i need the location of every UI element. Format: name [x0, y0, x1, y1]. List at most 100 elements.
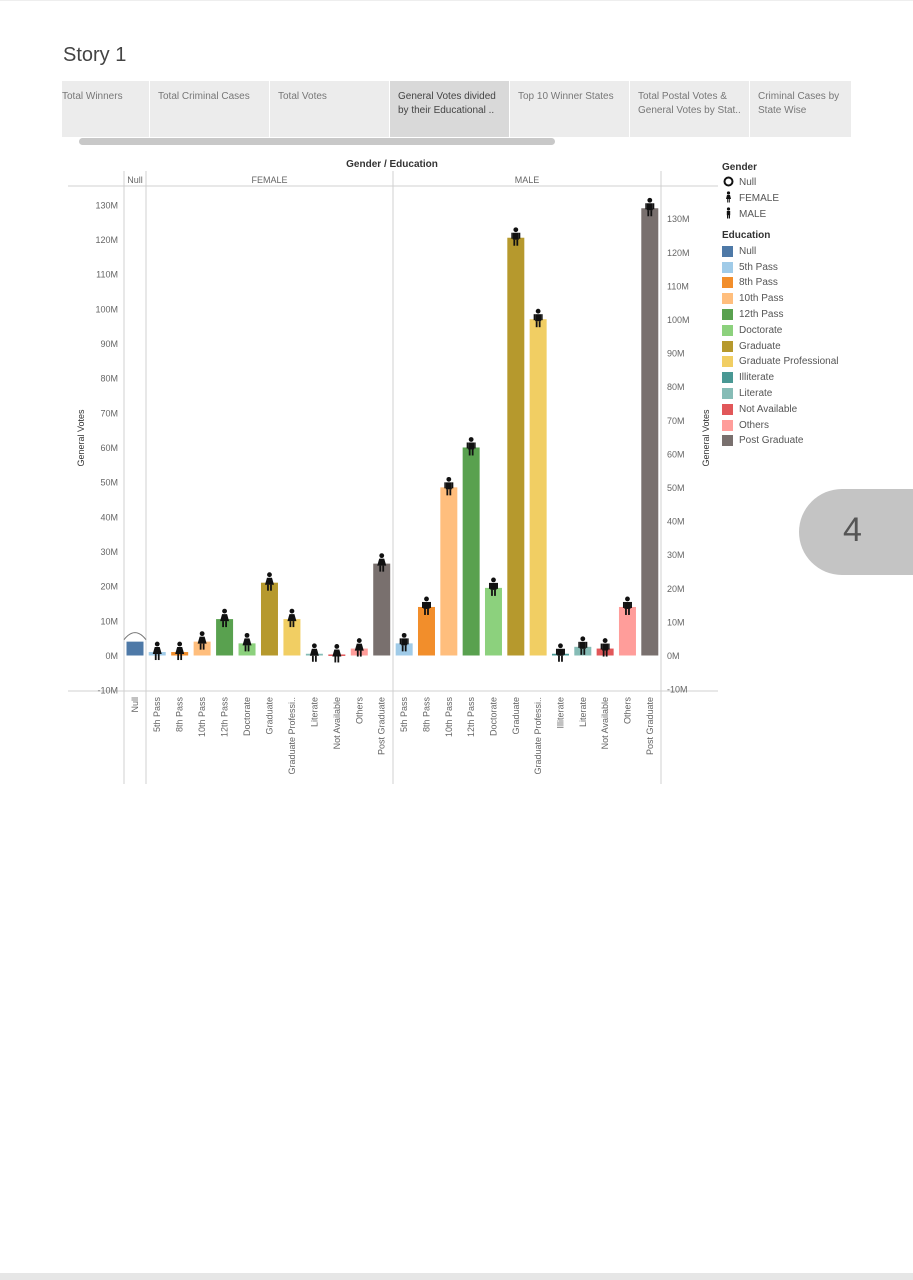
tab-total-criminal-cases[interactable]: Total Criminal Cases: [150, 81, 270, 137]
y-tick-label: 120M: [667, 248, 690, 258]
figure-arm: [511, 232, 513, 239]
bar: [641, 208, 659, 656]
figure-leg: [625, 608, 627, 615]
tab-label: Total Votes: [278, 91, 327, 102]
y-tick-label: 60M: [100, 443, 118, 453]
tab-total-votes[interactable]: Total Votes: [270, 81, 390, 137]
tab-total-winners[interactable]: Total Winners: [62, 81, 150, 137]
figure-leg: [244, 645, 247, 652]
figure-head: [535, 308, 541, 314]
male-figure-icon: [399, 632, 409, 652]
female-figure-icon: [354, 638, 364, 657]
bar: [193, 641, 211, 656]
tab-label: Criminal Cases by State Wise: [758, 91, 840, 116]
figure-arm: [429, 601, 431, 608]
legend-education-item[interactable]: Graduate Professional: [722, 354, 839, 370]
figure-head: [602, 638, 608, 643]
figure-body: [401, 638, 408, 646]
legend-education-item[interactable]: 8th Pass: [722, 275, 839, 291]
legend-education-item[interactable]: Doctorate: [722, 322, 839, 338]
legend-education-item[interactable]: Null: [722, 243, 839, 259]
bar: [462, 447, 480, 656]
figure-leg: [424, 608, 426, 615]
male-figure-icon: [722, 207, 734, 222]
figure-arm: [466, 442, 469, 449]
figure-arm: [451, 482, 454, 489]
legend-gender-male[interactable]: MALE: [722, 207, 839, 223]
figure-head: [177, 641, 183, 647]
circle-icon: [722, 176, 734, 190]
legend-swatch: [722, 356, 733, 368]
x-tick-label: Doctorate: [242, 697, 252, 736]
female-figure-icon: [175, 641, 185, 661]
tab-top-10-winner-states[interactable]: Top 10 Winner States: [510, 81, 630, 137]
legend-label: Not Available: [739, 403, 798, 415]
legend-education-item[interactable]: 10th Pass: [722, 291, 839, 307]
legend-label: 8th Pass: [739, 277, 778, 289]
tab-criminal-cases-state[interactable]: Criminal Cases by State Wise: [750, 81, 852, 137]
figure-leg: [225, 621, 227, 628]
legend-gender-null[interactable]: Null: [722, 175, 839, 191]
legend-swatch: [722, 340, 733, 352]
x-tick-label: Doctorate: [488, 697, 498, 736]
legend-swatch: [722, 403, 733, 415]
legend-education-item[interactable]: 12th Pass: [722, 307, 839, 323]
legend-education-item[interactable]: Not Available: [722, 401, 839, 417]
x-tick-label: Graduate: [264, 697, 274, 735]
figure-head: [379, 553, 385, 559]
male-figure-icon: [555, 643, 565, 662]
legend-education-item[interactable]: Literate: [722, 386, 839, 402]
figure-head: [625, 596, 630, 602]
female-figure-icon: [722, 191, 734, 206]
figure-leg: [356, 650, 359, 657]
legend-label: 5th Pass: [739, 261, 778, 273]
legend-education-item[interactable]: 5th Pass: [722, 259, 839, 275]
y-axis-right: 130M 120M 110M 100M 90M 80M 70M 60M 50M 40M 30M 20M…: [667, 214, 690, 694]
tab-label: Total Postal Votes & General Votes by St…: [638, 91, 741, 116]
tab-postal-general-votes[interactable]: Total Postal Votes & General Votes by St…: [630, 81, 750, 137]
legend-education-item[interactable]: Post Graduate: [722, 433, 839, 449]
page-number-badge[interactable]: 4: [799, 489, 913, 575]
legend-label: Post Graduate: [739, 435, 804, 447]
figure-arm: [563, 648, 565, 655]
legend-gender-female[interactable]: FEMALE: [722, 191, 839, 207]
legend-education-item[interactable]: Others: [722, 417, 839, 433]
figure-arm: [474, 442, 476, 449]
male-figure-icon: [533, 308, 543, 328]
legend-label: Null: [739, 177, 757, 189]
figure-leg: [605, 650, 608, 657]
bar: [216, 619, 234, 656]
figure-leg: [292, 621, 295, 628]
figure-leg: [180, 654, 183, 661]
figure-arm: [608, 643, 610, 650]
figure-leg: [289, 621, 292, 628]
tab-general-votes-education[interactable]: General Votes divided by their Education…: [390, 81, 510, 137]
bar: [350, 648, 368, 656]
legend-education-item[interactable]: Illiterate: [722, 370, 839, 386]
figure-leg: [334, 656, 337, 663]
y-axis-label-left: General Votes: [76, 409, 86, 467]
figure-arm: [645, 203, 647, 210]
bar: [440, 487, 458, 656]
legend-swatch: [722, 372, 733, 384]
figure-leg: [449, 489, 452, 496]
x-tick-label: Others: [622, 697, 632, 725]
female-figure-icon: [264, 572, 274, 591]
female-figure-icon: [309, 643, 319, 662]
figure-head: [267, 572, 272, 578]
figure-leg: [583, 648, 586, 655]
legend-label: Graduate Professional: [739, 356, 839, 368]
legend-education-item[interactable]: Graduate: [722, 338, 839, 354]
bars: [126, 208, 659, 656]
female-figure-icon: [377, 553, 387, 572]
tabs-scrollbar[interactable]: [79, 138, 555, 145]
y-axis-left: 130M 120M 110M 100M 90M 80M 70M 60M 50M 40M 30M 20M…: [95, 200, 118, 695]
male-figure-icon: [578, 636, 588, 655]
legend-swatch: [722, 293, 733, 305]
bar: [260, 582, 278, 656]
x-tick-label: Graduate Professi..: [533, 697, 543, 775]
figure-arm: [630, 601, 632, 608]
figure-leg: [202, 643, 205, 650]
figure-head: [154, 641, 160, 647]
pane-header-label: FEMALE: [251, 175, 287, 185]
